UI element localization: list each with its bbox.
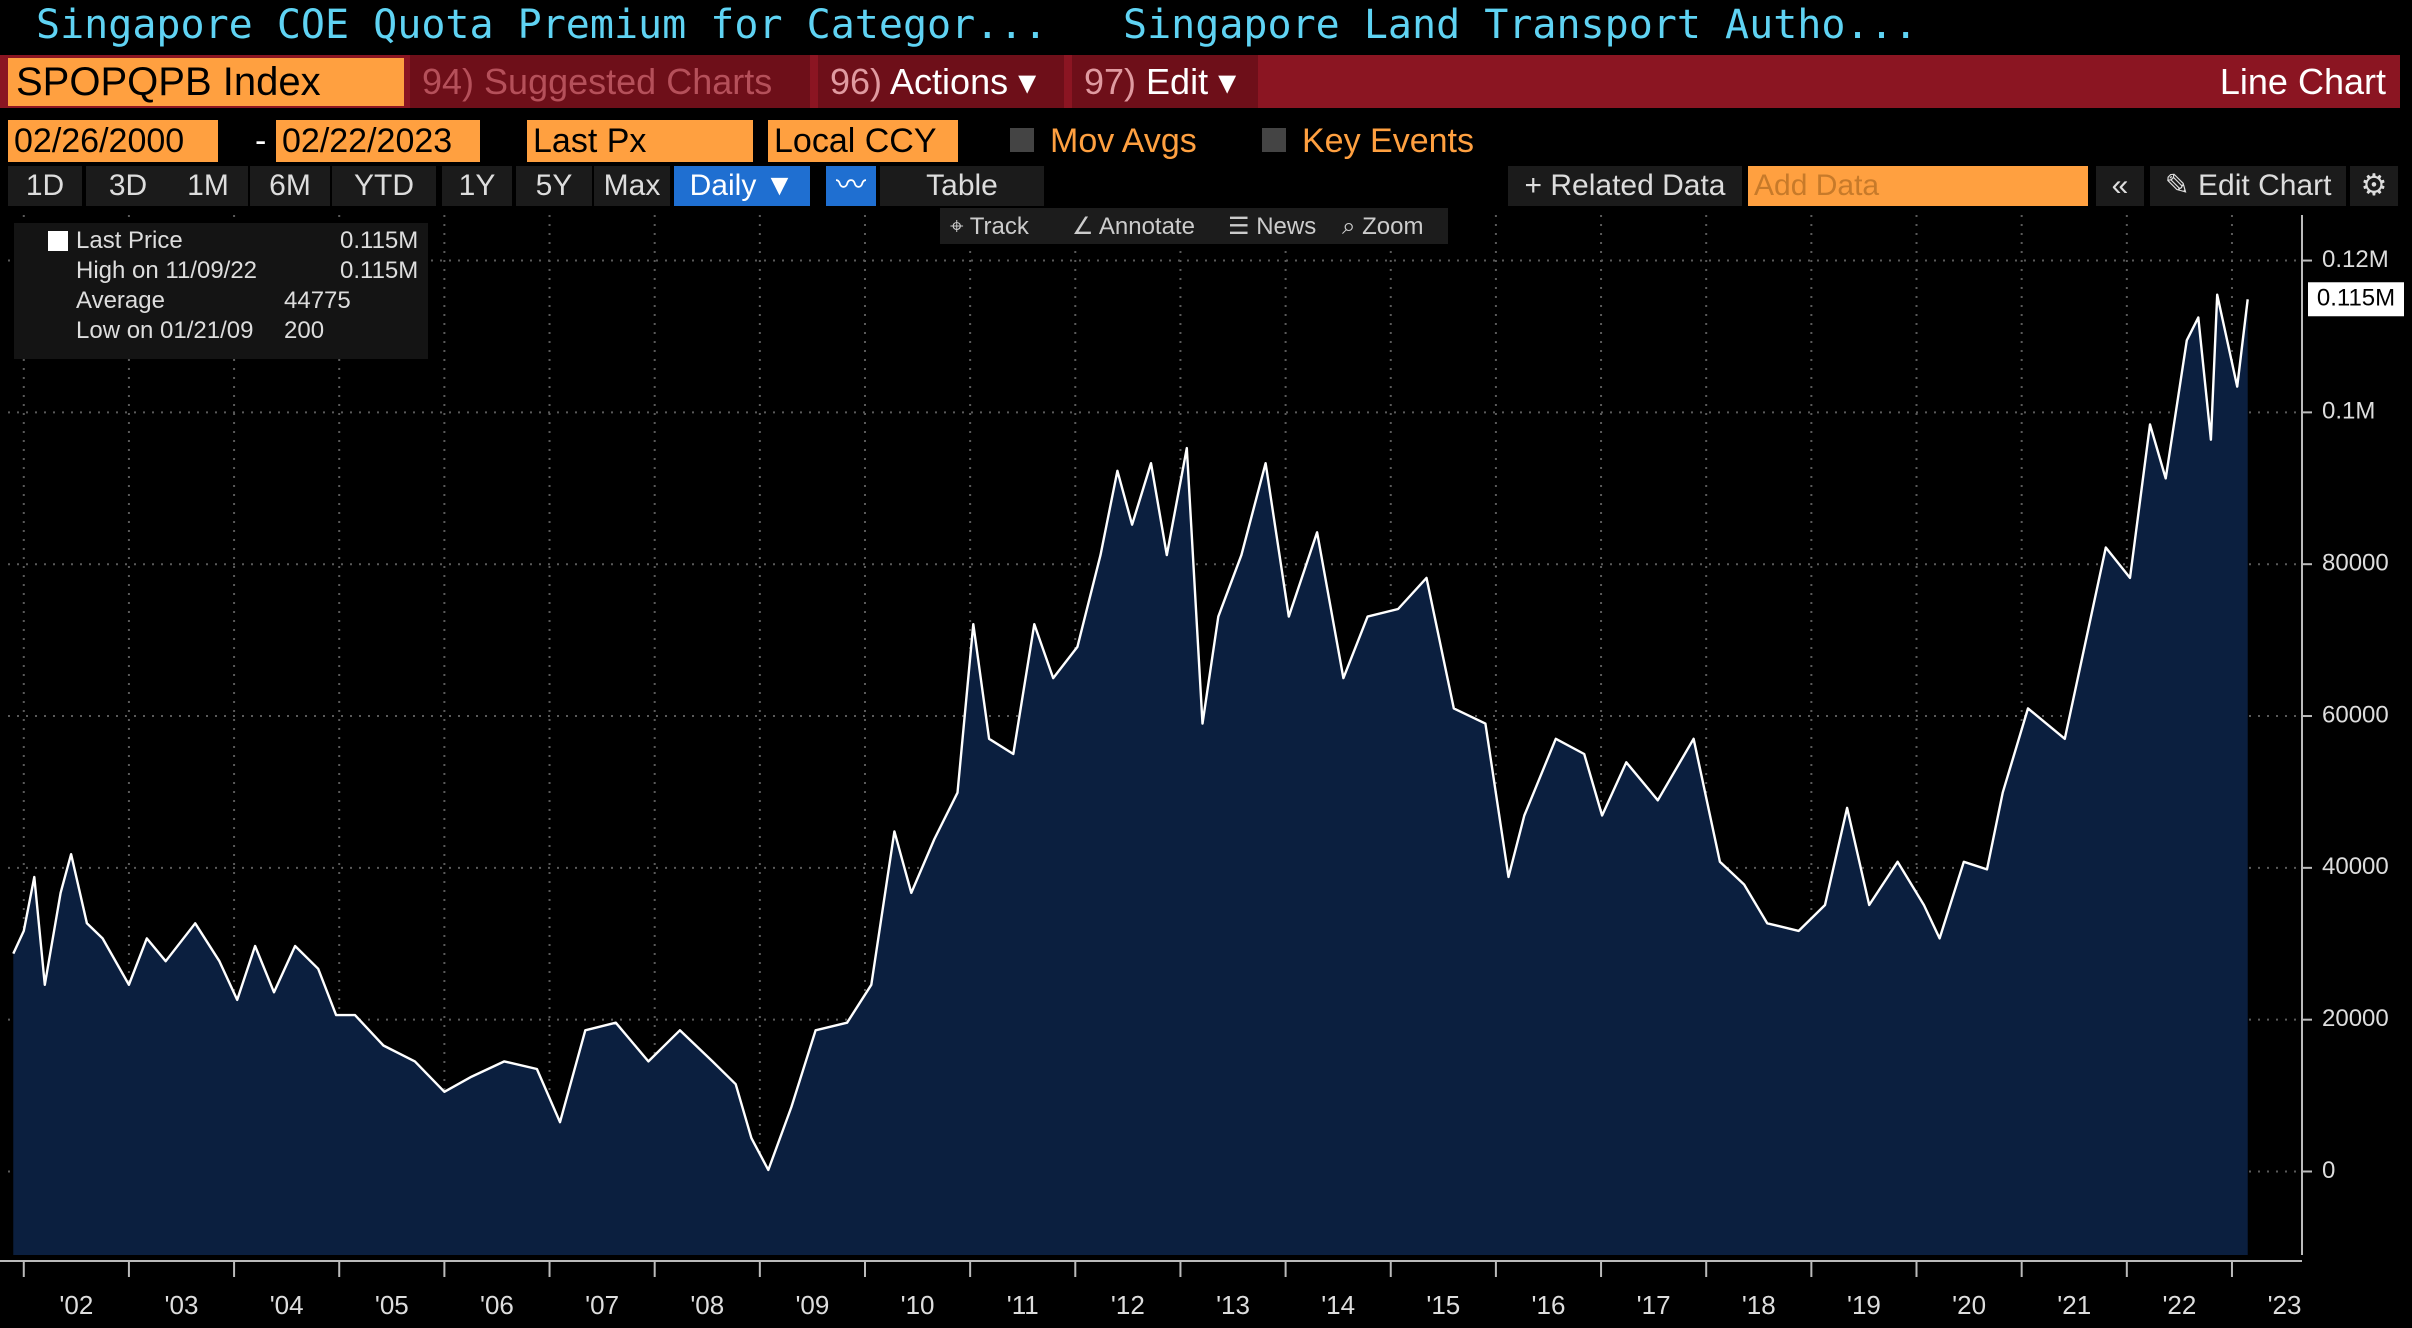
area xyxy=(13,294,2248,1255)
tool[interactable]: ⌖ Track xyxy=(950,213,1029,240)
y-tick-label: 0.12M xyxy=(2322,246,2389,273)
date-separator: - xyxy=(255,122,267,160)
y-tick-label: 80000 xyxy=(2322,550,2389,577)
x-tick-label: '15 xyxy=(1426,1290,1460,1320)
x-tick-label: '14 xyxy=(1321,1290,1355,1320)
range-button[interactable]: 1M xyxy=(168,166,248,206)
x-tick-label: '03 xyxy=(165,1290,199,1320)
x-tick-label: '19 xyxy=(1847,1290,1881,1320)
x-tick-label: '07 xyxy=(585,1290,619,1320)
ticker-field[interactable]: SPOPQPB Index xyxy=(8,58,404,106)
range-button[interactable]: YTD xyxy=(332,166,436,206)
range-button[interactable]: 6M xyxy=(250,166,330,206)
stat-label: Low on 01/21/09 xyxy=(76,317,254,344)
y-tick-label: 0.1M xyxy=(2322,398,2375,425)
frequency-button[interactable]: Daily ▼ xyxy=(674,166,810,206)
x-tick-label: '20 xyxy=(1952,1290,1986,1320)
stat-label: Average xyxy=(76,287,165,314)
tool-label: Annotate xyxy=(1098,213,1195,240)
x-tick-label: '02 xyxy=(59,1290,93,1320)
checkbox[interactable] xyxy=(1262,128,1286,152)
edit-chart[interactable]: ✎ Edit Chart xyxy=(2150,166,2346,206)
settings-button[interactable]: ⚙ xyxy=(2350,166,2398,206)
y-tick-label: 60000 xyxy=(2322,701,2389,728)
tool[interactable]: ☰ News xyxy=(1228,213,1317,240)
y-tick-label: 40000 xyxy=(2322,853,2389,880)
x-tick-label: '21 xyxy=(2057,1290,2091,1320)
menu-item[interactable]: 96) Actions ▾ xyxy=(818,55,1064,108)
x-tick-label: '05 xyxy=(375,1290,409,1320)
legend-label: Last Price xyxy=(76,227,183,254)
range-button[interactable]: 3D xyxy=(86,166,170,206)
menu-key: 96) xyxy=(830,61,883,102)
menu-item[interactable]: 97) Edit ▾ xyxy=(1072,55,1258,108)
collapse-button[interactable]: « xyxy=(2096,166,2144,206)
x-tick-label: '17 xyxy=(1637,1290,1671,1320)
source-title[interactable]: Singapore Land Transport Autho... xyxy=(1123,2,1918,48)
y-tick-label: 20000 xyxy=(2322,1005,2389,1032)
menu-label: Suggested Charts xyxy=(484,61,773,102)
x-tick-label: '18 xyxy=(1742,1290,1776,1320)
x-tick-label: '11 xyxy=(1007,1290,1039,1320)
add-data[interactable]: Add Data xyxy=(1748,166,2088,206)
currency-select[interactable]: Local CCY xyxy=(768,120,958,162)
line xyxy=(12,293,2249,1172)
y-tick-label: 0 xyxy=(2322,1157,2335,1184)
range-button[interactable]: 5Y xyxy=(516,166,592,206)
end-date[interactable]: 02/22/2023 xyxy=(276,120,480,162)
checkbox[interactable] xyxy=(1010,128,1034,152)
last-price-label: 0.115M xyxy=(2317,285,2395,312)
x-tick-label: '09 xyxy=(795,1290,829,1320)
x-tick-label: '08 xyxy=(690,1290,724,1320)
security-title[interactable]: Singapore COE Quota Premium for Categor.… xyxy=(36,2,1048,48)
chart-type-button[interactable]: 〰 xyxy=(826,166,876,206)
menu-item[interactable]: 94) Suggested Charts xyxy=(410,55,810,108)
menu-label: Edit ▾ xyxy=(1146,61,1237,102)
menu-label: Actions ▾ xyxy=(890,61,1037,102)
range-button[interactable]: 1D xyxy=(8,166,82,206)
stat-label: High on 11/09/22 xyxy=(76,257,258,284)
x-tick-label: '12 xyxy=(1111,1290,1145,1320)
start-date[interactable]: 02/26/2000 xyxy=(8,120,218,162)
tool-bar xyxy=(940,208,1448,244)
x-tick-label: '06 xyxy=(480,1290,514,1320)
tool-label: News xyxy=(1256,213,1317,240)
x-tick-label: '10 xyxy=(901,1290,935,1320)
mov-avgs[interactable]: Mov Avgs xyxy=(1050,122,1197,160)
tool[interactable]: ⌕ Zoom xyxy=(1342,213,1424,240)
tool-label: Zoom xyxy=(1362,213,1424,240)
field-select[interactable]: Last Px xyxy=(527,120,753,162)
x-tick-label: '13 xyxy=(1216,1290,1250,1320)
range-button[interactable]: 1Y xyxy=(442,166,512,206)
key-events[interactable]: Key Events xyxy=(1302,122,1474,160)
x-tick-label: '16 xyxy=(1532,1290,1566,1320)
x-tick-label: '22 xyxy=(2162,1290,2196,1320)
tool[interactable]: ∠ Annotate xyxy=(1072,213,1195,240)
stat-value: 200 xyxy=(284,317,325,344)
edit-chart-label: Edit Chart xyxy=(2198,169,2332,202)
tool-label: Track xyxy=(969,213,1029,240)
menu-key: 97) xyxy=(1084,61,1137,102)
x-tick-label: '23 xyxy=(2268,1290,2302,1320)
legend-value: 0.115M xyxy=(340,227,419,254)
last-price-tag xyxy=(2308,282,2404,317)
stat-value: 44775 xyxy=(284,287,351,314)
related-data[interactable]: + Related Data xyxy=(1508,166,1742,206)
range-button[interactable]: Max xyxy=(594,166,670,206)
x-tick-label: '04 xyxy=(270,1290,304,1320)
legend-swatch xyxy=(48,231,68,251)
legend: Last Price 0.115M High on 11/09/22 0.115M… xyxy=(14,223,428,359)
menu-key: 94) xyxy=(422,61,475,102)
chart-kind: Line Chart xyxy=(2219,61,2386,102)
table-button[interactable]: Table xyxy=(880,166,1044,206)
stat-value: 0.115M xyxy=(340,257,419,284)
